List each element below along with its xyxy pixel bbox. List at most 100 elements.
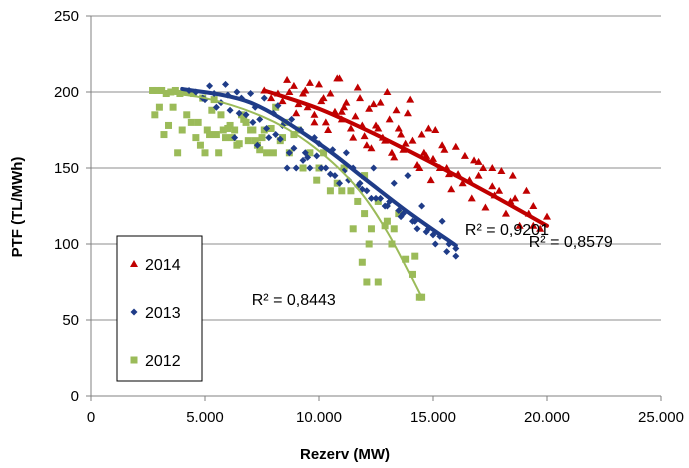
point-2013-54 — [290, 144, 298, 152]
y-tick-label-1: 50 — [62, 312, 79, 329]
point-2012-26 — [267, 124, 275, 132]
point-2014-4 — [285, 88, 294, 95]
legend-marker-2013 — [130, 308, 138, 316]
point-2013-65 — [443, 248, 451, 256]
point-2012-56 — [196, 141, 204, 149]
point-2012-81 — [383, 217, 391, 225]
point-2014-74 — [340, 103, 349, 111]
point-2012-21 — [244, 137, 252, 145]
y-tick-label-5: 250 — [54, 8, 79, 25]
point-2012-42 — [361, 210, 369, 218]
point-2014-37 — [426, 176, 435, 184]
point-2014-9 — [305, 78, 314, 86]
y-tick-label-2: 100 — [54, 236, 79, 253]
point-2014-33 — [408, 136, 417, 144]
point-2013-11 — [247, 90, 255, 98]
point-2012-83 — [365, 240, 373, 248]
point-2012-46 — [388, 240, 396, 248]
point-2013-68 — [253, 141, 261, 149]
point-2012-2 — [158, 86, 166, 94]
point-2012-86 — [411, 252, 419, 260]
legend-label-2014: 2014 — [145, 257, 181, 274]
legend-label-2013: 2013 — [145, 305, 181, 322]
point-2013-30 — [342, 149, 350, 157]
point-2014-88 — [406, 95, 415, 103]
point-2014-11 — [315, 80, 323, 88]
point-2013-37 — [390, 179, 398, 187]
point-2013-7 — [226, 106, 234, 114]
point-2014-38 — [431, 126, 440, 133]
point-2012-63 — [260, 126, 268, 134]
point-2012-37 — [326, 187, 334, 195]
point-2014-6 — [294, 100, 303, 108]
point-2012-65 — [279, 134, 287, 142]
point-2012-48 — [402, 255, 410, 263]
point-2014-47 — [488, 164, 497, 171]
point-2014-83 — [283, 75, 292, 83]
axes — [86, 15, 662, 401]
point-2014-84 — [301, 86, 310, 94]
r-squared-label-2013: R² = 0,9201 — [465, 222, 549, 239]
point-2012-16 — [222, 134, 230, 142]
point-2012-69 — [183, 111, 191, 119]
point-2012-61 — [242, 118, 250, 126]
point-2013-80 — [422, 228, 430, 236]
point-2014-93 — [353, 83, 362, 91]
point-2012-14 — [212, 131, 220, 139]
point-2012-45 — [381, 222, 389, 230]
point-2014-5 — [289, 81, 298, 89]
point-2014-62 — [374, 124, 383, 132]
point-2012-88 — [358, 258, 366, 266]
point-2014-95 — [424, 124, 433, 132]
point-2012-5 — [171, 86, 179, 94]
point-2014-64 — [401, 139, 410, 147]
point-2014-63 — [387, 148, 396, 156]
point-2014-52 — [522, 186, 531, 194]
point-2012-60 — [233, 141, 241, 149]
point-2012-0 — [149, 86, 157, 94]
point-2014-85 — [333, 74, 342, 82]
point-2012-7 — [180, 88, 188, 96]
point-2014-20 — [351, 112, 360, 120]
point-2013-27 — [322, 164, 330, 172]
series-2014 — [260, 74, 551, 232]
point-2013-35 — [377, 194, 385, 202]
point-2012-67 — [165, 121, 173, 129]
point-2014-55 — [543, 212, 551, 220]
point-2014-8 — [303, 103, 312, 111]
point-2014-44 — [467, 194, 476, 202]
point-2014-96 — [451, 142, 460, 150]
point-2013-39 — [404, 172, 412, 180]
point-2014-23 — [365, 104, 374, 112]
point-2014-1 — [267, 94, 276, 102]
x-tick-label-4: 20.000 — [524, 409, 570, 426]
point-2013-66 — [452, 245, 460, 253]
point-2012-51 — [151, 111, 159, 119]
point-2014-87 — [383, 88, 392, 95]
point-2014-92 — [529, 221, 538, 229]
point-2012-70 — [192, 134, 200, 142]
point-2012-77 — [256, 146, 264, 154]
x-tick-label-1: 5.000 — [186, 409, 224, 426]
point-2013-53 — [276, 135, 284, 143]
point-2012-71 — [201, 149, 209, 157]
point-2014-29 — [390, 153, 399, 161]
legend: 2014 2013 2012 — [116, 235, 203, 382]
point-2012-73 — [219, 126, 227, 134]
point-2012-54 — [178, 126, 186, 134]
point-2013-13 — [256, 115, 264, 123]
point-2012-27 — [272, 103, 280, 111]
point-2012-1 — [153, 86, 161, 94]
point-2014-21 — [356, 94, 365, 102]
point-2012-40 — [347, 187, 355, 195]
legend-marker-2012 — [130, 356, 138, 364]
point-2014-48 — [495, 186, 504, 194]
point-2014-61 — [362, 141, 371, 149]
point-2014-26 — [376, 98, 385, 106]
point-2012-35 — [313, 176, 321, 184]
point-2012-24 — [258, 134, 266, 142]
x-tick-label-2: 10.000 — [296, 409, 342, 426]
point-2014-66 — [429, 154, 437, 162]
point-2014-81 — [488, 182, 497, 190]
